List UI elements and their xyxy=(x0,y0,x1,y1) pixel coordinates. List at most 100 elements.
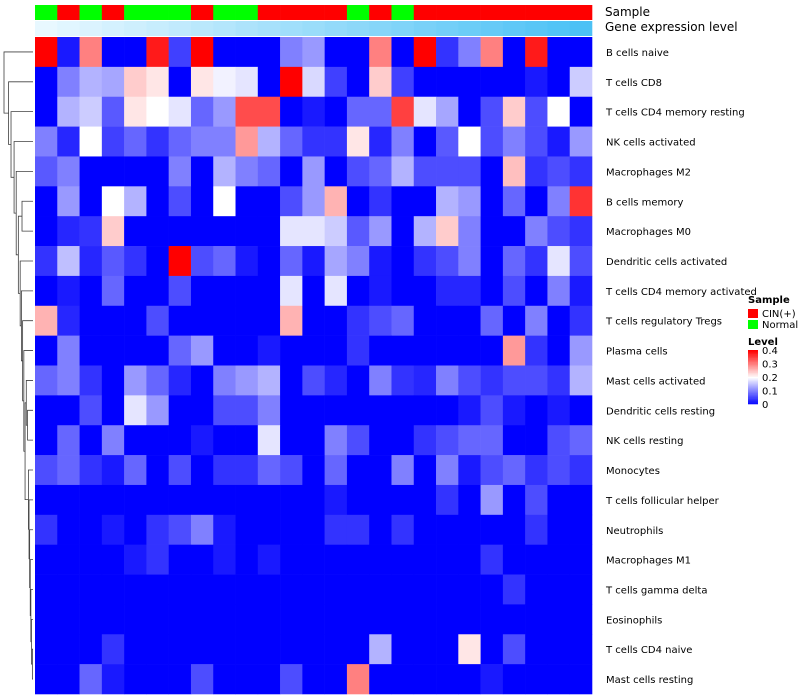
expression-annotation-cell xyxy=(257,21,281,36)
heatmap-cell xyxy=(324,604,348,635)
heatmap-cell xyxy=(346,634,370,665)
heatmap-cell xyxy=(213,664,236,695)
heatmap-cell xyxy=(458,455,481,486)
heatmap-cell xyxy=(369,246,392,277)
heatmap-cell xyxy=(57,604,80,635)
heatmap-cell xyxy=(324,126,348,157)
heatmap-cell xyxy=(502,484,526,516)
heatmap-cell xyxy=(302,604,325,635)
heatmap-cell xyxy=(101,246,125,277)
sample-annotation-cell xyxy=(369,5,392,20)
heatmap-cell xyxy=(346,514,370,545)
heatmap-cell xyxy=(146,335,169,366)
heatmap-cell xyxy=(369,216,392,247)
heatmap-cell xyxy=(257,96,281,127)
legend-color-step xyxy=(748,375,758,378)
heatmap-cell xyxy=(257,156,281,187)
heatmap-cell xyxy=(413,305,437,336)
heatmap-cell xyxy=(213,514,236,545)
heatmap-cell xyxy=(525,484,548,516)
heatmap-cell xyxy=(146,275,169,307)
heatmap-cell xyxy=(547,455,571,486)
heatmap-cell xyxy=(502,634,526,665)
heatmap-cell xyxy=(35,66,58,98)
sample-annotation-track xyxy=(35,5,593,20)
legend-color-step xyxy=(748,401,758,403)
heatmap-cell xyxy=(213,425,236,456)
heatmap-cell xyxy=(346,365,370,396)
expression-annotation-cell xyxy=(391,21,415,36)
heatmap-cell xyxy=(190,305,214,336)
heatmap-cell xyxy=(569,305,593,336)
heatmap-cell xyxy=(525,37,548,68)
heatmap-cell xyxy=(569,574,593,605)
heatmap-cell xyxy=(525,604,548,635)
heatmap-cell xyxy=(369,395,392,426)
dendrogram-branch xyxy=(19,260,33,327)
heatmap-cell xyxy=(79,275,103,307)
heatmap-cell xyxy=(569,455,593,486)
heatmap-cell xyxy=(547,275,571,307)
heatmap-cell xyxy=(35,126,58,157)
legend-color-step xyxy=(748,383,758,386)
legend-level-tick: 0.2 xyxy=(762,373,778,384)
heatmap-cell xyxy=(35,514,58,545)
legend-color-step xyxy=(748,399,758,402)
sample-annotation-cell xyxy=(35,5,58,20)
heatmap-cell xyxy=(480,156,504,187)
heatmap-cell xyxy=(257,126,281,157)
expression-annotation-cell xyxy=(124,21,147,36)
heatmap-cell xyxy=(213,126,236,157)
heatmap-cell xyxy=(369,96,392,127)
heatmap-cell xyxy=(101,96,125,127)
heatmap-cell xyxy=(235,365,259,396)
heatmap-cell xyxy=(146,66,169,98)
sample-annotation-cell xyxy=(213,5,236,20)
legend-color-step xyxy=(748,371,758,374)
heatmap-cell xyxy=(346,425,370,456)
heatmap-cell xyxy=(324,544,348,575)
heatmap-cell xyxy=(101,544,125,575)
heatmap-cell xyxy=(391,664,415,695)
heatmap-cell xyxy=(391,574,415,605)
expression-annotation-cell xyxy=(458,21,481,36)
heatmap-cell xyxy=(346,156,370,187)
heatmap-cell xyxy=(213,335,236,366)
heatmap-cell xyxy=(146,634,169,665)
heatmap-cell xyxy=(413,425,437,456)
heatmap-cell xyxy=(391,216,415,247)
heatmap-cell xyxy=(213,246,236,277)
heatmap-cell xyxy=(346,395,370,426)
heatmap-cell xyxy=(458,216,481,247)
heatmap-cell xyxy=(391,305,415,336)
heatmap-cell xyxy=(436,96,459,127)
heatmap-cell xyxy=(257,275,281,307)
heatmap-cell xyxy=(458,514,481,545)
heatmap-cell xyxy=(57,455,80,486)
heatmap-cell xyxy=(458,395,481,426)
heatmap-cell xyxy=(35,96,58,127)
heatmap-cell xyxy=(480,126,504,157)
heatmap-cell xyxy=(302,66,325,98)
heatmap-cell xyxy=(79,66,103,98)
heatmap-cell xyxy=(324,425,348,456)
heatmap-cell xyxy=(101,455,125,486)
heatmap-cell xyxy=(124,305,147,336)
heatmap-cell xyxy=(369,544,392,575)
heatmap-cell xyxy=(57,484,80,516)
dendrogram-branch xyxy=(31,648,33,680)
expression-annotation-cell xyxy=(280,21,303,36)
heatmap-cell xyxy=(369,484,392,516)
heatmap-cell xyxy=(369,425,392,456)
expression-annotation-track xyxy=(35,21,593,36)
heatmap-cell xyxy=(235,126,259,157)
heatmap-cell xyxy=(346,484,370,516)
dendrogram-branch xyxy=(10,111,33,178)
heatmap-cell xyxy=(391,96,415,127)
row-label: Mast cells activated xyxy=(606,376,705,387)
heatmap-cell xyxy=(391,335,415,366)
heatmap-cell xyxy=(190,425,214,456)
heatmap-cell xyxy=(190,484,214,516)
heatmap-cell xyxy=(525,275,548,307)
expression-annotation-cell xyxy=(525,21,548,36)
